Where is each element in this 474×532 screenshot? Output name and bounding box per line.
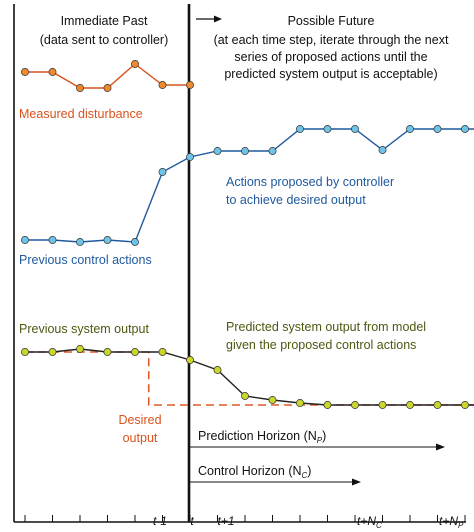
control-point <box>241 147 249 155</box>
disturbance-point <box>48 68 57 76</box>
output-point <box>351 401 359 409</box>
tick-label-t-minus-1: t-1 <box>153 514 167 528</box>
future-arrow <box>196 15 222 23</box>
output-series <box>21 345 474 409</box>
disturbance-point <box>21 68 29 76</box>
output-point <box>378 401 387 409</box>
output-point <box>213 366 222 374</box>
output-point <box>76 345 84 353</box>
control-point <box>213 147 222 155</box>
control-point <box>323 125 332 133</box>
output-point <box>323 401 332 409</box>
prediction-horizon-paren: ) <box>322 429 326 443</box>
disturbance-point <box>76 84 84 92</box>
tick-label-t-plus-nc: t+NC <box>357 514 382 530</box>
control-point <box>186 153 194 161</box>
disturbance-point <box>158 81 167 89</box>
tick-label-t-plus-nc-sub: C <box>376 521 382 530</box>
control-horizon-sub: C <box>302 471 308 480</box>
output-point <box>21 348 29 356</box>
previous-control-label: Previous control actions <box>19 253 152 267</box>
actions-label-line-2: to achieve desired output <box>226 193 366 207</box>
output-point <box>268 396 277 404</box>
control-horizon-paren: ) <box>307 464 311 478</box>
predicted-label-line-1: Predicted system output from model <box>226 320 426 334</box>
output-point <box>186 356 194 364</box>
control-line <box>25 128 474 243</box>
prediction-horizon-sub: P <box>317 436 323 445</box>
control-series <box>21 125 474 246</box>
tick-label-t-plus-1: t+1 <box>217 514 234 528</box>
desired-label-line-1: Desired <box>118 413 161 427</box>
control-point <box>296 125 304 133</box>
predicted-label-line-2: given the proposed control actions <box>226 338 416 352</box>
output-point <box>241 392 249 400</box>
desired-label-line-2: output <box>123 431 158 445</box>
measured-disturbance-label: Measured disturbance <box>19 107 143 121</box>
actions-label-line-1: Actions proposed by controller <box>226 175 394 189</box>
prediction-horizon-arrow <box>189 443 445 451</box>
output-point <box>461 401 469 409</box>
tick-label-t-plus-np-sub: P <box>458 521 464 530</box>
future-line-3: predicted system output is acceptable) <box>224 67 437 81</box>
output-point <box>103 348 112 356</box>
future-line-1: (at each time step, iterate through the … <box>214 33 449 47</box>
past-title: Immediate Past <box>61 14 148 28</box>
output-point <box>131 348 139 356</box>
tick-label-t-plus-np: t+NP <box>439 514 464 530</box>
control-point <box>158 168 167 176</box>
control-point <box>433 125 442 133</box>
control-horizon-label: Control Horizon (NC) <box>198 464 311 480</box>
future-title: Possible Future <box>288 14 375 28</box>
control-point <box>103 236 112 244</box>
output-point <box>48 348 57 356</box>
control-point <box>351 125 359 133</box>
future-line-2: series of proposed actions until the <box>234 50 427 64</box>
disturbance-point <box>131 60 139 68</box>
control-point <box>76 238 84 246</box>
disturbance-series <box>21 60 194 92</box>
tick-label-t: t <box>190 514 194 528</box>
control-point <box>268 147 277 155</box>
control-point <box>131 238 139 246</box>
output-point <box>433 401 442 409</box>
control-horizon-arrow <box>189 478 361 486</box>
control-point <box>48 236 57 244</box>
control-point <box>406 125 414 133</box>
output-point <box>296 399 304 407</box>
prediction-horizon-label: Prediction Horizon (NP) <box>198 429 326 445</box>
x-axis-ticks <box>24 515 466 522</box>
disturbance-point <box>186 81 194 89</box>
control-point <box>378 146 387 154</box>
previous-output-label: Previous system output <box>19 322 149 336</box>
control-point <box>461 125 469 133</box>
disturbance-point <box>103 84 112 92</box>
past-subtitle: (data sent to controller) <box>40 33 169 47</box>
output-point <box>406 401 414 409</box>
control-point <box>21 236 29 244</box>
output-point <box>158 348 167 356</box>
output-line <box>25 348 474 406</box>
